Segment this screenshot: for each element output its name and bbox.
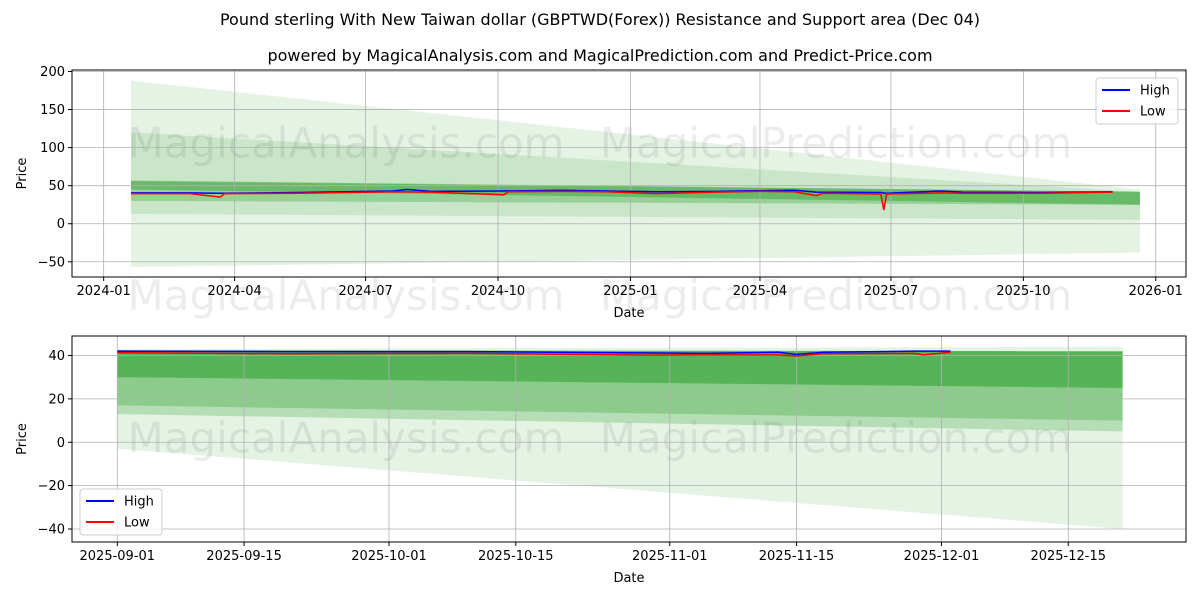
x-tick-label: 2025-11-01 <box>632 549 708 564</box>
y-axis-label: Price <box>15 423 30 455</box>
watermark: MagicalAnalysis.com <box>128 119 565 168</box>
y-tick-label: 0 <box>57 436 65 451</box>
y-tick-label: 100 <box>40 141 65 156</box>
x-tick-label: 2025-10-01 <box>351 549 427 564</box>
y-tick-label: 20 <box>48 392 65 407</box>
x-tick-label: 2025-10-15 <box>478 549 554 564</box>
x-axis-label: Date <box>613 306 644 321</box>
y-tick-label: 200 <box>40 65 65 80</box>
watermark: MagicalAnalysis.com <box>128 413 565 462</box>
axes-frame <box>71 69 1187 278</box>
watermark: MagicalPrediction.com <box>600 119 1073 168</box>
chart-1: MagicalAnalysis.com MagicalPrediction.com… <box>15 65 1187 321</box>
legend-label: High <box>1140 84 1170 99</box>
x-tick-label: 2025-09-01 <box>80 549 156 564</box>
y-tick-label: −20 <box>38 479 65 494</box>
x-tick-label: 2025-04 <box>733 284 787 299</box>
legend-label: High <box>124 495 154 510</box>
legend-label: Low <box>124 516 150 531</box>
support-resistance-band <box>117 350 1123 389</box>
legend-label: Low <box>1140 105 1166 120</box>
x-axis-label: Date <box>613 571 644 586</box>
chart-2: MagicalAnalysis.com MagicalPrediction.com… <box>15 335 1187 586</box>
series-high-line <box>131 188 1113 195</box>
watermark: MagicalPrediction.com <box>600 271 1073 320</box>
legend: High Low <box>79 488 163 536</box>
y-tick-label: 50 <box>48 179 65 194</box>
x-tick-label: 2026-01 <box>1129 284 1183 299</box>
chart-subtitle: powered by MagicalAnalysis.com and Magic… <box>267 46 933 65</box>
series-high-line <box>117 350 951 356</box>
y-tick-label: 150 <box>40 103 65 118</box>
series-low-line <box>131 190 1113 211</box>
x-tick-label: 2024-07 <box>338 284 392 299</box>
support-resistance-band <box>131 80 1140 268</box>
legend: High Low <box>1095 77 1179 125</box>
x-tick-label: 2025-12-01 <box>904 549 980 564</box>
x-tick-label: 2025-01 <box>603 284 657 299</box>
x-tick-label: 2025-12-15 <box>1030 549 1106 564</box>
axes-frame <box>71 335 1187 543</box>
x-tick-label: 2025-07 <box>864 284 918 299</box>
chart-title: Pound sterling With New Taiwan dollar (G… <box>219 10 981 29</box>
y-tick-label: 0 <box>57 217 65 232</box>
x-tick-label: 2024-04 <box>207 284 261 299</box>
x-tick-label: 2025-11-15 <box>759 549 835 564</box>
x-tick-label: 2025-09-15 <box>206 549 282 564</box>
y-tick-label: −40 <box>38 522 65 537</box>
support-resistance-band <box>131 132 1140 220</box>
x-tick-label: 2024-01 <box>77 284 131 299</box>
watermark: MagicalPrediction.com <box>600 413 1073 462</box>
x-tick-label: 2024-10 <box>471 284 525 299</box>
y-tick-label: −50 <box>38 255 65 270</box>
y-axis-label: Price <box>15 158 30 190</box>
series-low-line <box>117 351 951 357</box>
support-resistance-band <box>117 346 1123 529</box>
watermark: MagicalAnalysis.com <box>128 271 565 320</box>
x-tick-label: 2025-10 <box>996 284 1050 299</box>
y-tick-label: 40 <box>48 349 65 364</box>
